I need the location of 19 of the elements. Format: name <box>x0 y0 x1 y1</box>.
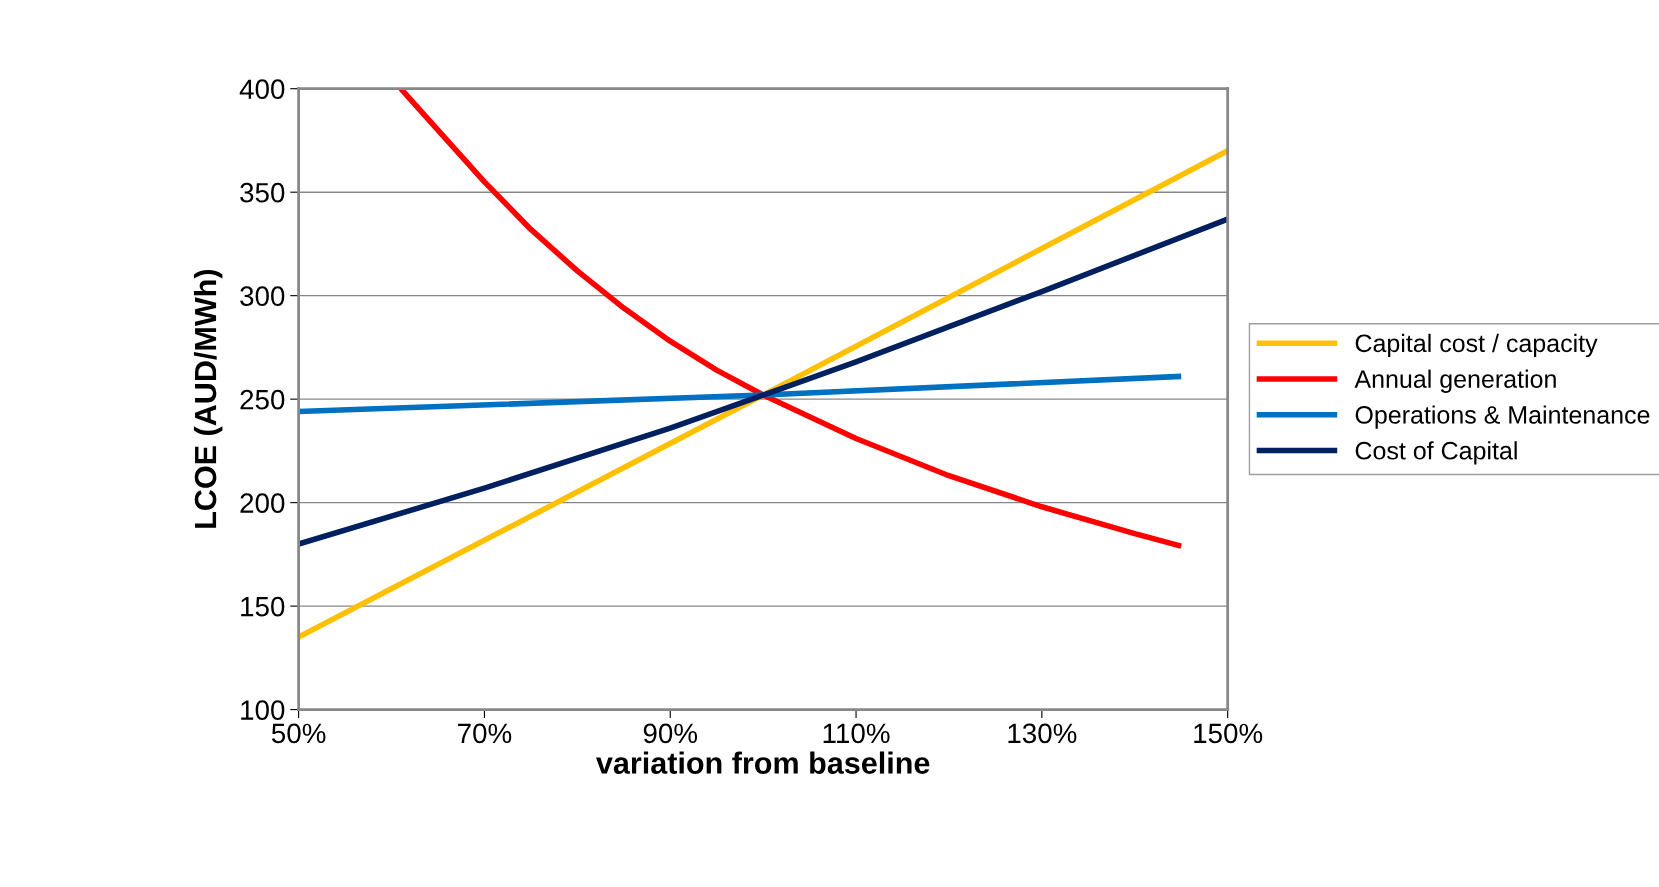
legend-label: Annual generation <box>1354 369 1556 393</box>
y-tick-label: 300 <box>240 286 285 307</box>
y-tick-label: 350 <box>240 182 285 203</box>
x-tick-label: 90% <box>643 723 698 744</box>
y-axis-title: LCOE (AUD/MWh) <box>193 269 223 528</box>
y-tick-label: 250 <box>240 389 285 410</box>
y-tick-label: 100 <box>241 700 285 720</box>
legend-label: Capital cost / capacity <box>1355 333 1598 358</box>
x-tick-label: 110% <box>823 723 890 744</box>
x-tick-label: 70% <box>458 723 512 744</box>
x-axis-title: variation from baseline <box>596 751 930 774</box>
x-tick-label: 150% <box>1194 723 1263 744</box>
y-tick-label: 200 <box>240 493 285 513</box>
y-tick-label: 400 <box>239 79 285 100</box>
y-tick-label: 150 <box>241 596 285 617</box>
x-tick-label: 130% <box>1008 723 1077 744</box>
legend-label: Cost of Capital <box>1355 441 1517 465</box>
legend-label: Operations & Maintenance <box>1355 405 1650 429</box>
x-tick-label: 50% <box>271 723 326 744</box>
